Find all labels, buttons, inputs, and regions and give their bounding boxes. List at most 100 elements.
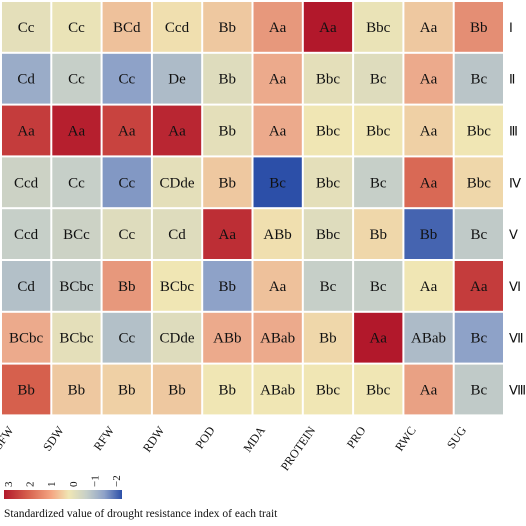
heatmap-cell — [253, 364, 302, 415]
heatmap-cell — [454, 312, 503, 363]
row-label: Ⅲ — [509, 124, 518, 139]
cell-label: Cc — [68, 20, 85, 36]
heatmap-cell — [253, 53, 302, 104]
cell-label: Bb — [219, 72, 237, 88]
colorbar-ticks: 3 2 1 0 −1 −2 — [3, 475, 123, 487]
heatmap-cell — [354, 364, 403, 415]
heatmap-cell — [102, 157, 151, 208]
column-label: RDW — [140, 423, 168, 455]
colorbar-tick-label: 3 — [3, 481, 15, 487]
heatmap-cell — [303, 312, 353, 363]
cell-label: Bb — [118, 279, 136, 295]
heatmap-cell — [203, 261, 252, 311]
cell-label: Cd — [168, 227, 186, 243]
cell-label: Aa — [420, 124, 438, 140]
legend-title: Standardized value of drought resistance… — [4, 508, 278, 520]
cell-label: Aa — [420, 72, 438, 88]
heatmap-cell — [52, 53, 101, 104]
heatmap-cell — [102, 105, 151, 156]
cell-label: Bc — [470, 227, 487, 243]
heatmap-cell — [253, 2, 302, 52]
heatmap-cell — [454, 105, 503, 156]
colorbar-tick-label: 1 — [46, 482, 58, 488]
cell-label: Aa — [420, 279, 438, 295]
cell-label: BCbc — [59, 279, 94, 295]
heatmap-cell — [102, 261, 151, 311]
heatmap-cell — [454, 157, 503, 208]
cell-label: Bc — [470, 72, 487, 88]
heatmap-cell — [2, 312, 51, 363]
cell-label: ABab — [260, 383, 295, 399]
heatmap-cell — [354, 209, 403, 259]
cell-label: Bbc — [366, 383, 391, 399]
column-label: SUG — [444, 423, 469, 451]
cell-label: Aa — [470, 279, 488, 295]
heatmap-cell — [152, 261, 202, 311]
cell-label: Cc — [118, 227, 135, 243]
heatmap-cell — [354, 261, 403, 311]
cell-label: Bb — [319, 331, 337, 347]
cell-label: BCbc — [160, 279, 195, 295]
cell-label: Bbc — [316, 72, 341, 88]
heatmap-cell — [404, 105, 453, 156]
cell-label: Bbc — [366, 20, 391, 36]
heatmap-cell — [454, 53, 503, 104]
heatmap-cell — [152, 209, 202, 259]
cell-label: Bc — [269, 175, 286, 191]
cell-label: Aa — [68, 124, 86, 140]
cell-label: Bc — [470, 331, 487, 347]
colorbar-tick-label: 2 — [25, 482, 37, 488]
cell-label: Aa — [420, 175, 438, 191]
heatmap-cell — [404, 209, 453, 259]
heatmap-cell — [303, 209, 353, 259]
cell-label: Ccd — [14, 175, 39, 191]
heatmap-cell — [102, 53, 151, 104]
heatmap-cell — [404, 364, 453, 415]
column-label: POD — [192, 423, 217, 451]
heatmap-cell — [52, 105, 101, 156]
cell-label: ABab — [260, 331, 295, 347]
cell-label: Aa — [269, 124, 287, 140]
heatmap-cell — [454, 261, 503, 311]
heatmap-cell — [203, 312, 252, 363]
heatmap-cell — [454, 2, 503, 52]
heatmap-cell — [203, 2, 252, 52]
heatmap-cell — [203, 105, 252, 156]
heatmap-cell — [152, 2, 202, 52]
cell-label: Cc — [18, 20, 35, 36]
heatmap-cell — [2, 157, 51, 208]
row-label: Ⅳ — [509, 175, 521, 190]
heatmap-cell — [404, 2, 453, 52]
column-labels: SFW SDW RFW RDW POD MDA PROTEIN PRO RWC SUG — [0, 423, 469, 473]
cell-label: Aa — [420, 20, 438, 36]
heatmap-cell — [2, 261, 51, 311]
cell-label: Cc — [118, 72, 135, 88]
heatmap-cell — [303, 53, 353, 104]
cell-label: Bbc — [316, 383, 341, 399]
heatmap-cell — [203, 157, 252, 208]
cell-label: Bbc — [467, 124, 492, 140]
cell-label: Bbc — [316, 124, 341, 140]
heatmap-cell — [404, 312, 453, 363]
cell-label: ABb — [213, 331, 241, 347]
cell-label: BCbc — [9, 331, 44, 347]
column-label: PRO — [344, 423, 369, 450]
cell-label: Bbc — [316, 175, 341, 191]
cell-label: Aa — [219, 227, 237, 243]
cell-label: Bb — [219, 20, 237, 36]
heatmap-cell — [404, 53, 453, 104]
cell-label: Aa — [269, 72, 287, 88]
heatmap-cell — [2, 105, 51, 156]
heatmap-cell — [303, 364, 353, 415]
heatmap-cell — [152, 53, 202, 104]
cell-label: Bb — [219, 383, 237, 399]
cell-label: Bb — [168, 383, 186, 399]
cell-label: Bc — [470, 383, 487, 399]
column-label: RWC — [392, 424, 419, 454]
heatmap-cell — [454, 364, 503, 415]
heatmap-cell — [2, 2, 51, 52]
cell-label: BCbc — [59, 331, 94, 347]
cell-label: Aa — [319, 20, 337, 36]
cell-label: CDde — [160, 331, 195, 347]
heatmap-cell — [102, 2, 151, 52]
